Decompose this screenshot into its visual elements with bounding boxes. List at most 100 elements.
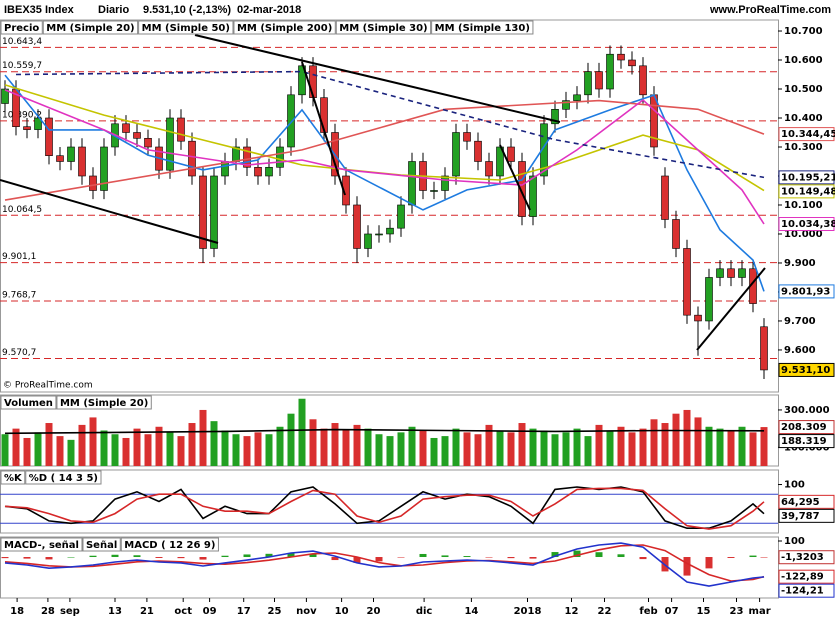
legend-box [138, 20, 234, 35]
value-tag-label: 10.344,45 [781, 129, 835, 140]
series-line [4, 544, 765, 582]
bar [89, 555, 97, 558]
x-tick-label: 28 [41, 606, 55, 617]
legend-box [0, 395, 57, 410]
candle-body [518, 161, 526, 217]
candle-body [672, 219, 680, 249]
value-tag-label: 9.531,10 [781, 365, 830, 376]
y-tick-label: 10.400 [784, 113, 823, 124]
level-label: 10.559,7 [2, 61, 42, 71]
candle-body [298, 65, 306, 96]
bar [386, 436, 394, 466]
series-line [4, 542, 765, 587]
candle-body [89, 175, 97, 191]
bar [353, 557, 361, 563]
bar [199, 409, 207, 466]
legend-entry: %K [4, 473, 23, 484]
bar [89, 417, 97, 466]
bar [111, 434, 119, 466]
value-tag [778, 434, 835, 449]
bar [331, 557, 339, 561]
level-label: 9.901,1 [2, 252, 36, 262]
candle-body [45, 117, 53, 156]
bar [419, 430, 427, 466]
candle-body [760, 326, 768, 371]
legend-entry: MACD-, señal [4, 540, 79, 551]
bar [485, 424, 493, 466]
watermark: © ProRealTime.com [3, 381, 93, 391]
x-tick-label: 2018 [514, 606, 542, 617]
bar [474, 434, 482, 466]
bar [287, 413, 295, 466]
bar [463, 556, 471, 558]
bar [1, 434, 9, 466]
bar [485, 557, 493, 558]
bar [188, 423, 196, 466]
legend-entry: MM (Simple 30) [339, 23, 427, 34]
candle-body [1, 88, 9, 104]
bar [606, 430, 614, 466]
value-tag [778, 127, 835, 142]
candle-body [23, 126, 31, 130]
bar [243, 436, 251, 466]
y-tick-label: 9.700 [784, 316, 816, 327]
candle-body [705, 277, 713, 322]
value-tag-label: 39,787 [781, 511, 820, 522]
bar [595, 552, 603, 558]
bar [661, 423, 669, 466]
bar [221, 555, 229, 558]
bar [518, 423, 526, 466]
candle-body [67, 146, 75, 162]
candle-body [540, 123, 548, 177]
level-label: 10.390,2 [2, 110, 42, 120]
candle-body [78, 146, 86, 177]
candle-body [375, 233, 383, 236]
candle-body [639, 65, 647, 96]
bar [221, 430, 229, 466]
bar [100, 430, 108, 466]
bar [199, 557, 207, 560]
x-tick-label: 14 [464, 606, 478, 617]
bar [133, 428, 141, 466]
series-line [4, 74, 765, 292]
candle-body [661, 175, 669, 220]
x-tick-label: feb [639, 606, 657, 617]
candle-body [683, 248, 691, 316]
bar [617, 426, 625, 466]
candle-body [199, 175, 207, 249]
legend-box [335, 20, 432, 35]
legend-box [120, 537, 219, 552]
bar [540, 430, 548, 466]
legend-box [42, 20, 139, 35]
trend-line [194, 34, 561, 123]
candle-body [100, 146, 108, 191]
x-tick-label: 20 [367, 606, 381, 617]
bar [320, 428, 328, 466]
bar [111, 554, 119, 558]
candle-body [441, 175, 449, 191]
bar [67, 439, 75, 466]
value-tag-label: 9.801,93 [781, 286, 830, 297]
bar [155, 557, 163, 558]
level-label: 10.643,4 [2, 37, 42, 47]
legend-entry: Precio [4, 23, 39, 34]
legend-entry: MM (Simple 130) [435, 23, 530, 34]
x-tick-label: 10 [335, 606, 349, 617]
candle-body [353, 204, 361, 249]
bar [408, 426, 416, 466]
bar [375, 434, 383, 466]
bar [727, 430, 735, 466]
bar [45, 423, 53, 466]
candle-body [463, 132, 471, 142]
bar [760, 427, 768, 466]
bar [166, 432, 174, 466]
bar [705, 426, 713, 466]
bar [595, 424, 603, 466]
legend-box [0, 20, 43, 35]
legend-box [0, 537, 83, 552]
value-tag [778, 494, 835, 509]
y-tick-label: 10.500 [784, 84, 823, 95]
candle-body [474, 140, 482, 162]
x-tick-label: sep [60, 606, 80, 617]
